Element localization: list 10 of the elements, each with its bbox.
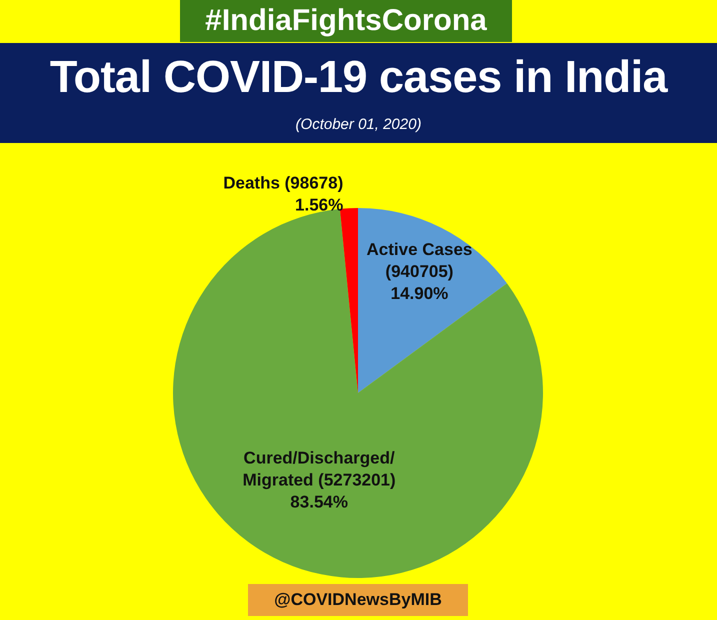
slice-label: Deaths (98678) (223, 174, 344, 193)
text: @COVIDNewsByMIB (248, 584, 468, 616)
text: #IndiaFightsCorona (180, 0, 512, 42)
chart-title: Total COVID-19 cases in India (48, 50, 669, 104)
slice-label: Active Cases (940705) (366, 240, 472, 281)
chart-subtitle: (October 01, 2020) (294, 115, 422, 135)
data-label: 1.56% (295, 196, 344, 215)
slice-label: Cured/Discharged/Migrated (5273201) (242, 448, 396, 490)
data-label: 14.90% (390, 284, 448, 303)
data-label: 83.54% (290, 492, 348, 512)
